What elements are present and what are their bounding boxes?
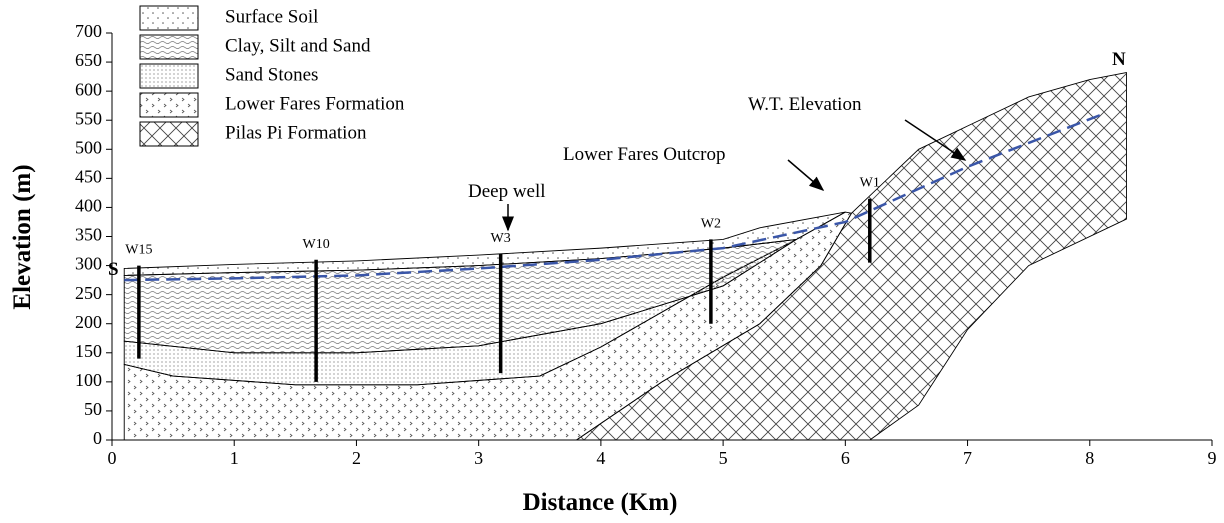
- x-tick-label: 3: [474, 448, 483, 468]
- well-label: W15: [125, 243, 152, 258]
- y-tick-label: 0: [93, 428, 102, 448]
- x-axis-title: Distance (Km): [523, 489, 678, 516]
- y-tick-label: 500: [75, 137, 102, 157]
- y-tick-label: 700: [75, 21, 102, 41]
- y-tick-label: 300: [75, 254, 102, 274]
- annotation: W.T. Elevation: [748, 94, 862, 115]
- y-tick-label: 450: [75, 166, 102, 186]
- y-tick-label: 150: [75, 341, 102, 361]
- x-tick-label: 7: [963, 448, 972, 468]
- y-tick-label: 100: [75, 370, 102, 390]
- layer: [123, 211, 846, 276]
- annotation-arrow: [787, 159, 825, 191]
- annotation: S: [108, 259, 119, 280]
- annotation: Deep well: [468, 181, 546, 202]
- y-tick-label: 250: [75, 283, 102, 303]
- y-tick-label: 600: [75, 79, 102, 99]
- legend-swatch: [139, 121, 199, 147]
- legend-swatch: [139, 34, 199, 60]
- x-tick-label: 8: [1085, 448, 1094, 468]
- well-label: W10: [303, 237, 330, 252]
- y-tick-label: 200: [75, 312, 102, 332]
- x-tick-label: 6: [841, 448, 850, 468]
- well-label: W2: [701, 216, 721, 231]
- legend-label: Sand Stones: [225, 64, 318, 85]
- x-tick-label: 0: [108, 448, 117, 468]
- x-tick-label: 5: [719, 448, 728, 468]
- well-label: W3: [491, 231, 511, 246]
- x-tick-label: 1: [230, 448, 239, 468]
- annotation: N: [1112, 49, 1126, 70]
- y-tick-label: 50: [84, 399, 102, 419]
- water-table: [124, 113, 1103, 282]
- y-tick-label: 400: [75, 196, 102, 216]
- legend-swatch: [139, 5, 199, 31]
- y-tick-label: 350: [75, 225, 102, 245]
- x-tick-label: 2: [352, 448, 361, 468]
- legend-label: Clay, Silt and Sand: [225, 35, 371, 56]
- y-tick-label: 550: [75, 108, 102, 128]
- legend-label: Lower Fares Formation: [225, 93, 405, 114]
- legend-swatch: [139, 92, 199, 118]
- x-tick-label: 9: [1208, 448, 1217, 468]
- legend-label: Surface Soil: [225, 6, 318, 27]
- annotation: Lower Fares Outcrop: [563, 144, 726, 165]
- annotation-arrow: [904, 119, 967, 161]
- well-label: W1: [860, 176, 880, 191]
- legend-label: Pilas Pi Formation: [225, 122, 367, 143]
- y-axis-title: Elevation (m): [9, 164, 36, 309]
- legend-swatch: [139, 63, 199, 89]
- y-tick-label: 650: [75, 50, 102, 70]
- x-tick-label: 4: [596, 448, 605, 468]
